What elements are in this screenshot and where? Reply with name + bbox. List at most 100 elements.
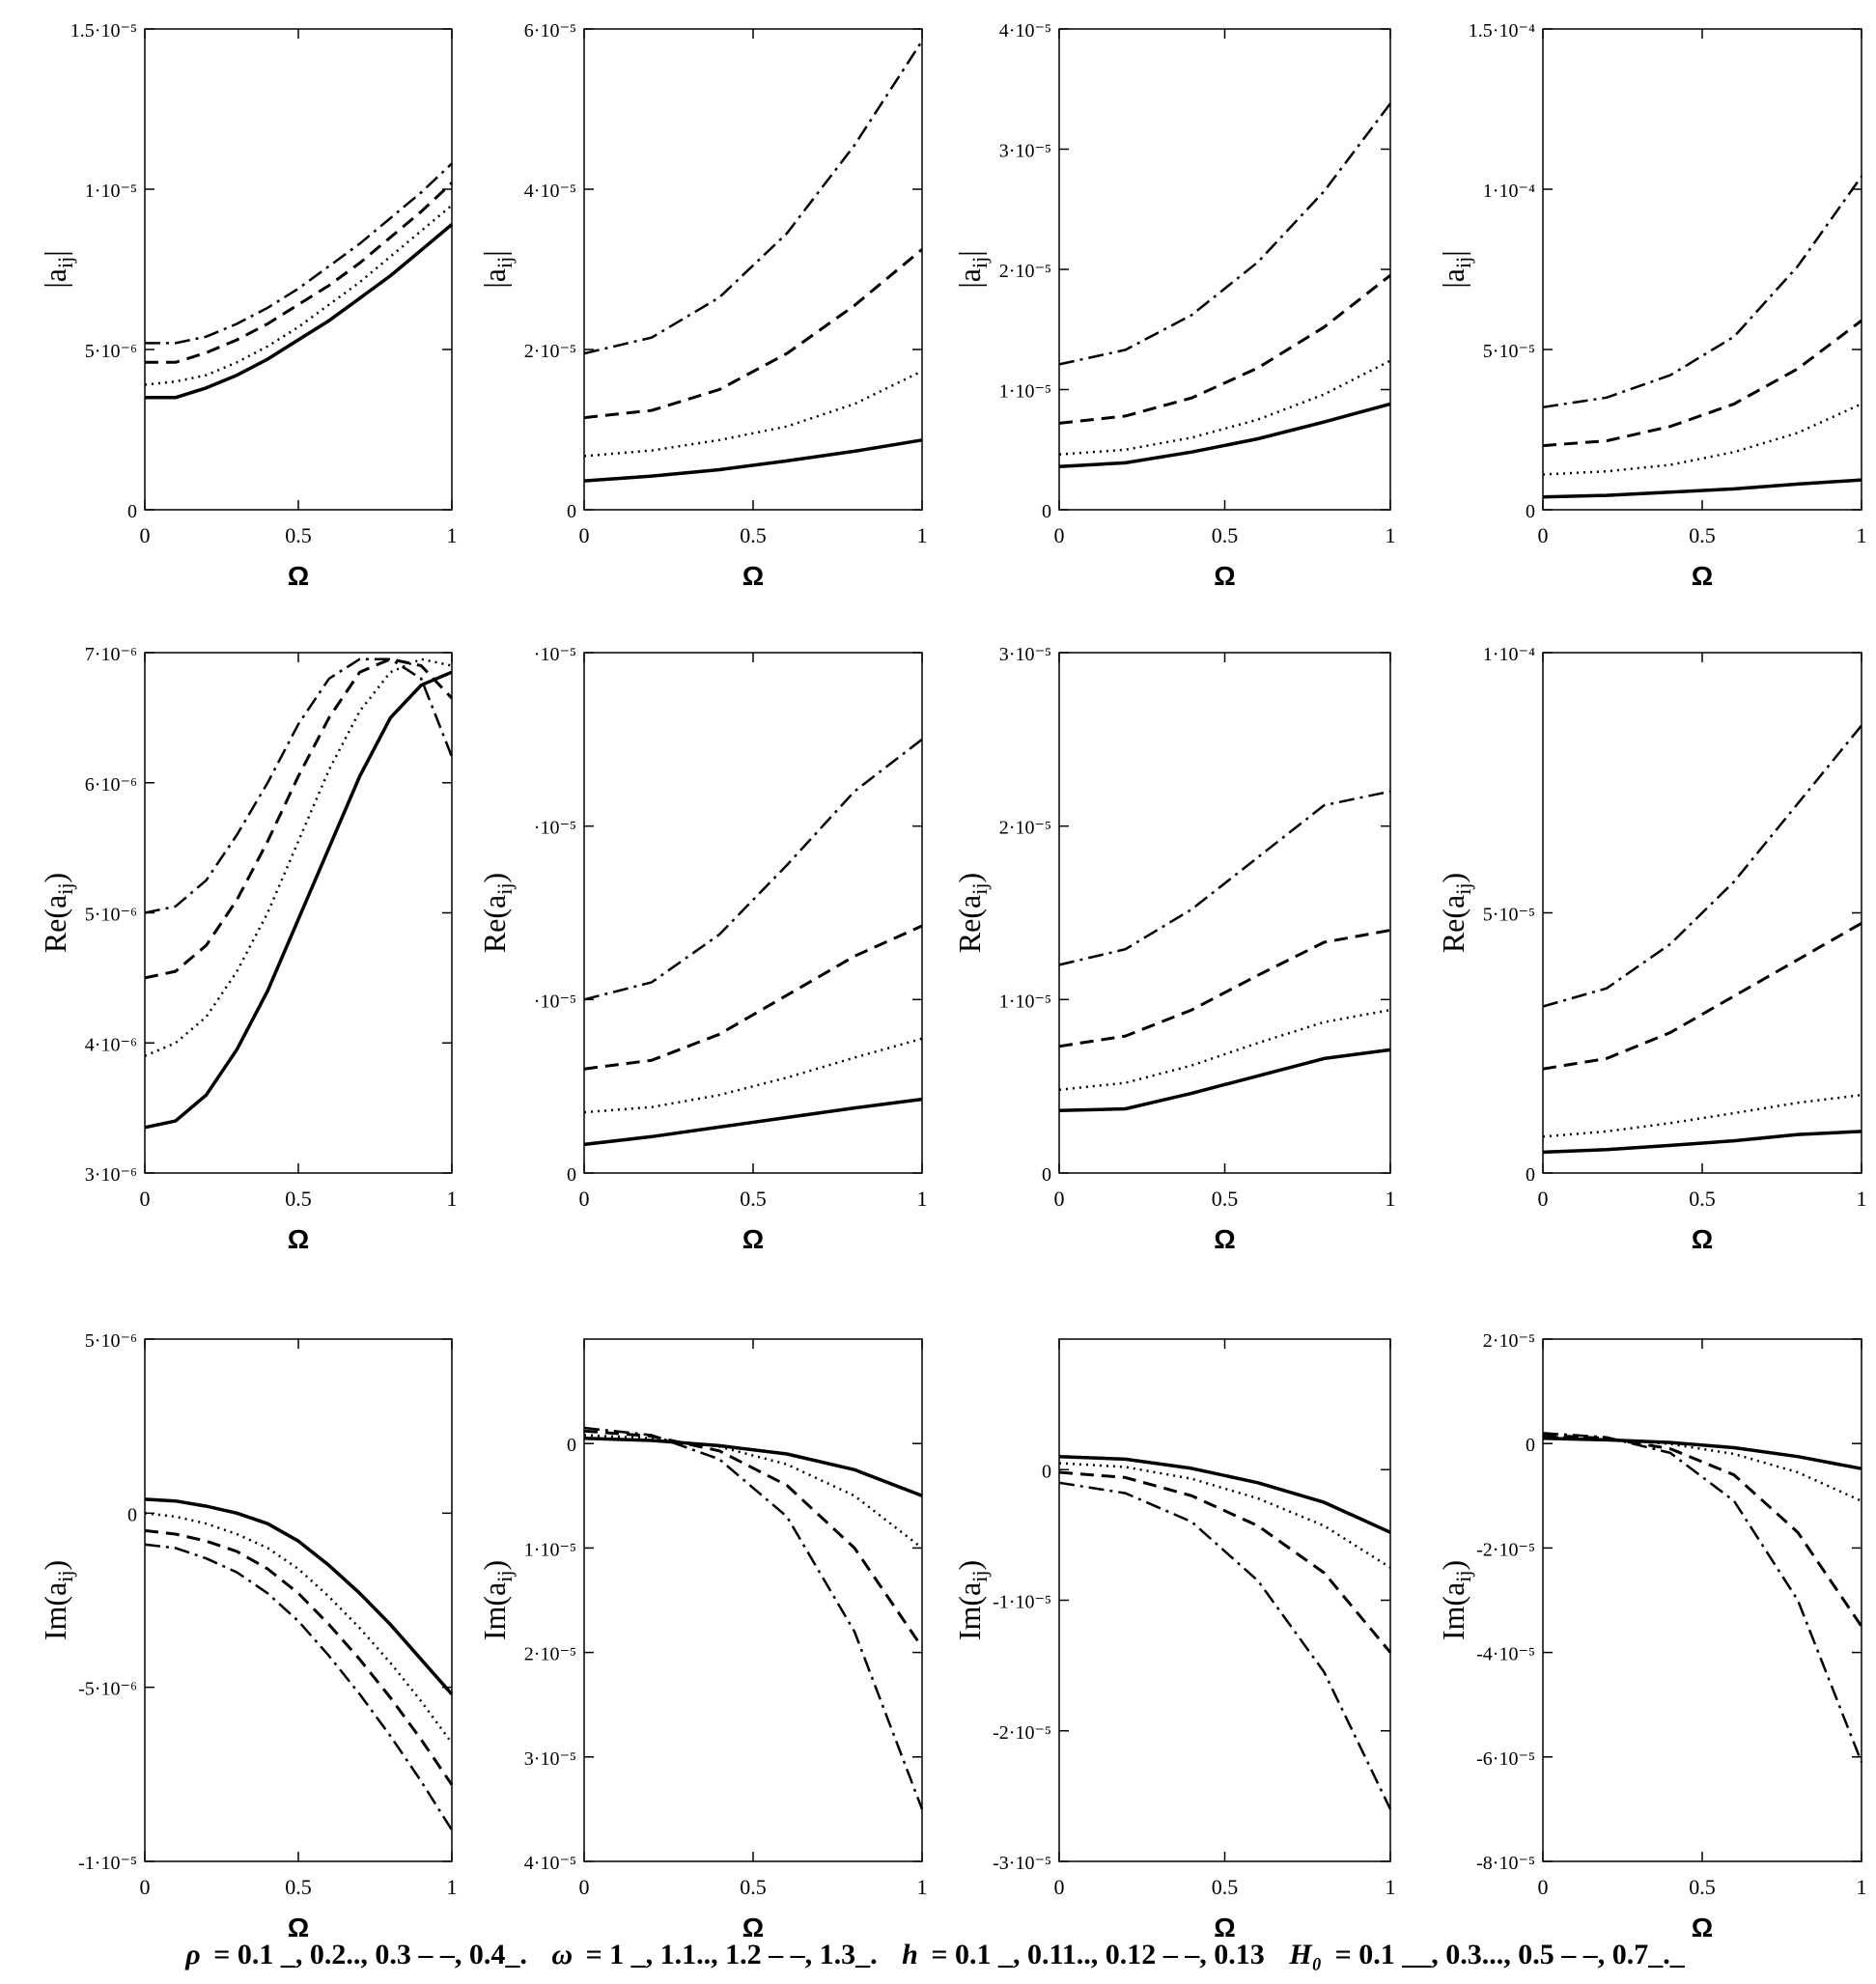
series-line-dotted — [144, 657, 453, 1057]
subplot-r1-c0: 3·10⁻⁶ 4·10⁻⁶ 5·10⁻⁶ 6·10⁻⁶ 7·10⁻⁶ 0 0.5 1 Ω Re(a… — [38, 644, 458, 1254]
y-tick-label: 3·10⁻⁵ — [999, 141, 1051, 162]
x-tick-label: 1 — [447, 1875, 458, 1899]
y-tick-label: 3·10⁻⁵ — [524, 1748, 576, 1770]
series-line-dashdot — [1542, 724, 1862, 1008]
y-tick-label: 2·10⁻⁵ — [999, 261, 1051, 282]
series-line-dashdot — [1542, 175, 1863, 409]
series-line-dotted — [583, 1434, 923, 1550]
subplot-r1-c2: 0 1·10⁻⁵ 2·10⁻⁵ 3·10⁻⁵ 0 0.5 1 Ω Re(aij) — [952, 644, 1396, 1254]
caption-omega: ω = 1 _, 1.1.., 1.2 – –, 1.3_. — [551, 1939, 878, 1970]
y-tick-label: 4·10⁻⁵ — [524, 181, 576, 202]
subplot-r2-c0: -1·10⁻⁵ -5·10⁻⁶ 0 5·10⁻⁶ 0 0.5 1 Ω Im(aij) — [38, 1330, 458, 1942]
x-axis-label: Ω — [742, 1224, 764, 1254]
y-tick-label: 5·10⁻⁶ — [85, 1330, 137, 1352]
series-line-dotted — [1058, 1462, 1391, 1569]
y-tick-label: 5·10⁻⁶ — [85, 905, 137, 926]
series-line-dotted — [583, 1037, 923, 1114]
series-line-dashdot — [1058, 1481, 1392, 1810]
series-line-solid — [583, 1437, 923, 1497]
x-tick-label: 0 — [579, 1187, 590, 1211]
x-tick-label: 0 — [140, 1187, 151, 1211]
x-tick-label: 1 — [1857, 523, 1867, 547]
y-tick-label: 1·10⁻⁵ — [85, 181, 137, 202]
subplot-r2-c1: 4·10⁻⁵ 3·10⁻⁵ 2·10⁻⁵ 1·10⁻⁵ 0 0 0.5 1 Ω Im(aij) — [477, 1338, 928, 1942]
y-tick-label: 0 — [1526, 501, 1535, 522]
x-axis-label: Ω — [1692, 1224, 1713, 1254]
series-line-dashed — [1058, 274, 1391, 425]
y-tick-label: -1·10⁻⁵ — [78, 1853, 137, 1874]
subplot-r0-c1: 0 2·10⁻⁵ 4·10⁻⁵ 6·10⁻⁵ 0 0.5 1 Ω |aij| — [477, 20, 928, 591]
y-tick-label: 6·10⁻⁵ — [524, 20, 576, 42]
y-tick-label: 1·10⁻⁵ — [999, 381, 1051, 403]
plot-frame — [1058, 28, 1391, 511]
y-tick-label: -1·10⁻⁵ — [993, 1592, 1051, 1613]
y-axis-label: Im(aij) — [952, 1560, 992, 1640]
series-line-dashed — [583, 1429, 924, 1649]
series-line-dotted — [1542, 1093, 1862, 1138]
y-tick-label: -3·10⁻⁵ — [993, 1853, 1051, 1874]
y-axis-label: Re(aij) — [477, 873, 517, 953]
x-tick-label: 0 — [1054, 1187, 1065, 1211]
x-tick-label: 0.5 — [1689, 523, 1716, 547]
y-tick-label: 1·10⁻⁴ — [1483, 644, 1535, 665]
y-tick-label: ·10⁻⁵ — [534, 818, 576, 839]
caption-h0: H₀ = 0.1 __, 0.3..., 0.5 – –, 0.7_._ — [1289, 1939, 1685, 1970]
y-tick-label: -4·10⁻⁵ — [1476, 1644, 1535, 1665]
series-line-dashed — [583, 924, 923, 1071]
y-axis-label: Re(aij) — [1436, 873, 1475, 953]
y-tick-label: 7·10⁻⁶ — [85, 644, 137, 665]
x-tick-label: 1 — [1386, 523, 1396, 547]
x-axis-label: Ω — [1214, 561, 1235, 591]
x-tick-label: 0.5 — [1212, 523, 1239, 547]
y-axis-label: Re(aij) — [952, 873, 992, 953]
plot-frame — [583, 28, 923, 511]
x-axis-label: Ω — [288, 1224, 309, 1254]
plot-frame — [144, 28, 453, 511]
x-tick-label: 0.5 — [740, 1187, 767, 1211]
series-line-solid — [144, 670, 453, 1130]
subplot-r2-c3: -8·10⁻⁵ -6·10⁻⁵ -4·10⁻⁵ -2·10⁻⁵ 0 2·10⁻⁵ 0 0.5 1… — [1436, 1330, 1867, 1942]
series-line-solid — [1542, 1130, 1862, 1155]
y-tick-label: 6·10⁻⁶ — [85, 774, 137, 796]
y-tick-label: 0 — [1042, 1461, 1051, 1482]
series-line-dashed — [1058, 929, 1391, 1048]
y-tick-label: 2·10⁻⁵ — [524, 1644, 576, 1665]
y-tick-label: 4·10⁻⁵ — [524, 1853, 576, 1874]
y-tick-label: 3·10⁻⁵ — [999, 644, 1051, 665]
series-line-dashdot — [1542, 1432, 1863, 1763]
plot-frame — [1058, 1338, 1391, 1862]
y-tick-label: 1·10⁻⁵ — [999, 991, 1051, 1012]
series-line-solid — [583, 1097, 923, 1147]
y-tick-label: 0 — [127, 1504, 137, 1525]
series-line-solid — [145, 223, 454, 400]
y-tick-label: 1·10⁻⁵ — [524, 1539, 576, 1560]
plot-frame — [583, 1338, 923, 1862]
x-tick-label: 1 — [917, 523, 928, 547]
y-tick-label: 4·10⁻⁵ — [999, 20, 1051, 42]
x-tick-label: 0 — [1054, 1875, 1065, 1899]
y-tick-label: -5·10⁻⁶ — [78, 1679, 137, 1700]
y-tick-label: 5·10⁻⁶ — [85, 341, 137, 362]
plot-frame — [144, 652, 453, 1174]
series-line-dashdot — [1058, 790, 1391, 966]
y-tick-label: 2·10⁻⁵ — [524, 341, 576, 362]
x-tick-label: 1 — [917, 1875, 928, 1899]
y-tick-label: 0 — [127, 501, 137, 522]
series-line-dashdot — [145, 162, 453, 345]
caption-h: h = 0.1 _, 0.11.., 0.12 – –, 0.13 — [902, 1939, 1265, 1970]
y-axis-label: Re(aij) — [38, 873, 77, 953]
y-tick-label: 0 — [567, 501, 576, 522]
series-line-dashed — [1542, 921, 1862, 1071]
series-line-dashdot — [1058, 102, 1391, 366]
y-tick-label: 1.5·10⁻⁴ — [1469, 20, 1535, 42]
plot-frame — [1542, 28, 1862, 511]
y-tick-label: -2·10⁻⁵ — [993, 1722, 1051, 1744]
series-line-solid — [1542, 1437, 1862, 1470]
x-tick-label: 0 — [140, 523, 151, 547]
y-tick-label: 0 — [1526, 1435, 1535, 1456]
subplot-r1-c1: 0 ·10⁻⁵ ·10⁻⁵ ·10⁻⁵ 0 0.5 1 Ω Re(aij) — [477, 644, 928, 1254]
y-axis-label: |aij| — [952, 250, 992, 288]
x-tick-label: 0 — [1538, 523, 1549, 547]
series-line-solid — [144, 1497, 454, 1696]
subplot-r2-c2: -3·10⁻⁵ -2·10⁻⁵ -1·10⁻⁵ 0 0 0.5 1 Ω Im(aij) — [952, 1338, 1396, 1942]
